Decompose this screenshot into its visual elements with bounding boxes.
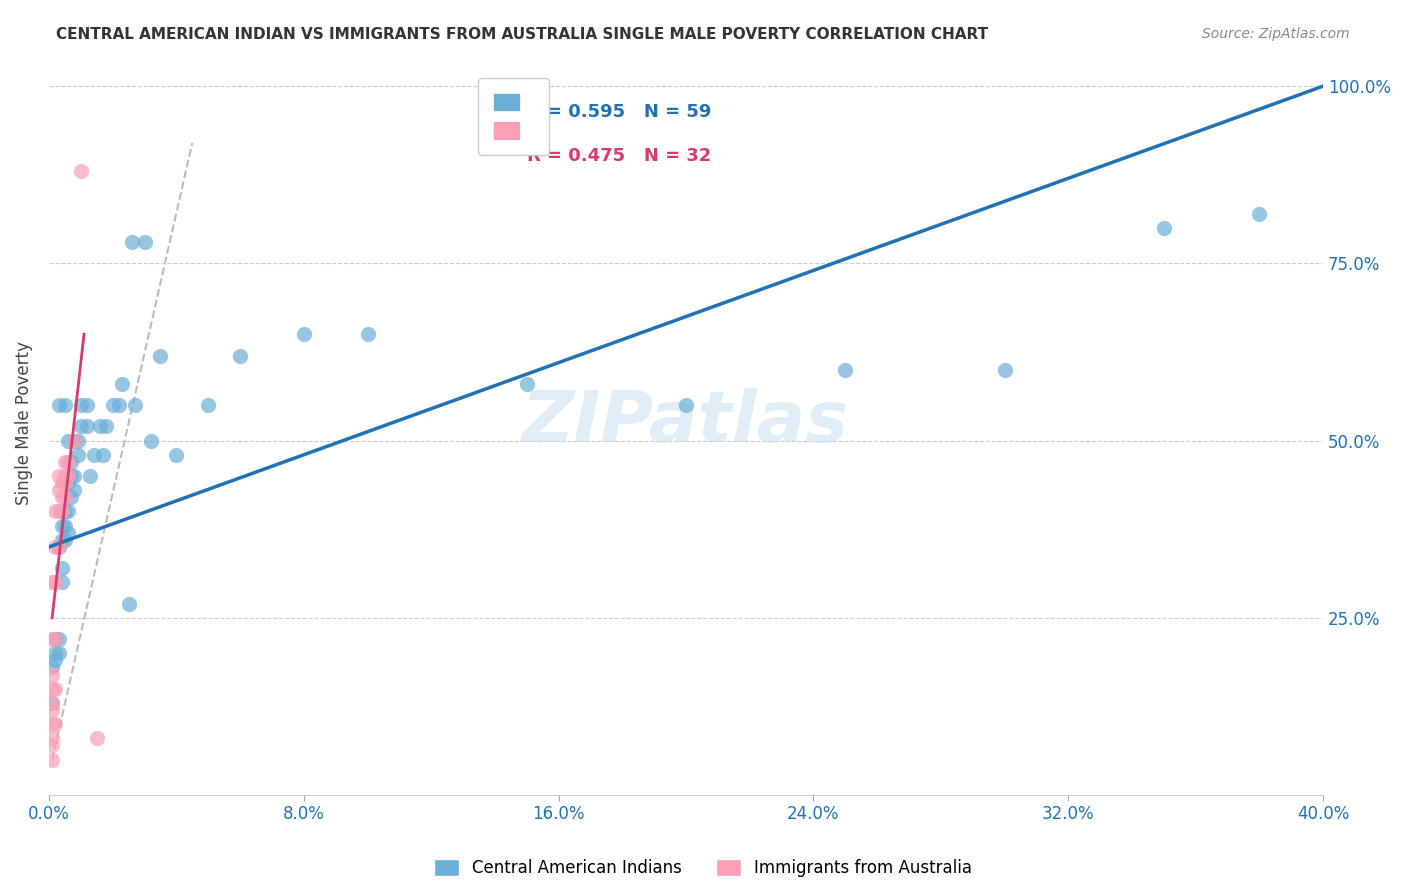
Text: R = 0.595   N = 59: R = 0.595 N = 59 [527, 103, 711, 120]
Point [53, 491, 76, 505]
Point [63, 434, 86, 448]
Point [48, 646, 70, 660]
Point [516, 376, 538, 391]
Point [60, 455, 83, 469]
Point [229, 349, 252, 363]
Point [48, 469, 70, 483]
Point [44, 681, 66, 696]
Point [356, 327, 378, 342]
Point [63, 434, 86, 448]
Point [44, 632, 66, 646]
Point [48, 398, 70, 412]
Point [79, 469, 101, 483]
Point [111, 376, 134, 391]
Point [48, 540, 70, 554]
Point [83, 448, 105, 462]
Point [91, 448, 114, 462]
Point [56, 504, 79, 518]
Point [101, 398, 124, 412]
Point [60, 491, 83, 505]
Point [51, 518, 73, 533]
Point [56, 455, 79, 469]
Point [51, 575, 73, 590]
Point [1249, 207, 1271, 221]
Point [53, 533, 76, 547]
Point [134, 235, 156, 249]
Text: R = 0.475   N = 32: R = 0.475 N = 32 [527, 147, 711, 165]
Point [69, 419, 91, 434]
Point [53, 455, 76, 469]
Point [117, 597, 139, 611]
Point [139, 434, 162, 448]
Point [53, 476, 76, 491]
Point [41, 681, 63, 696]
Point [292, 327, 315, 342]
Point [108, 398, 131, 412]
Point [44, 632, 66, 646]
Point [56, 476, 79, 491]
Point [41, 703, 63, 717]
Point [675, 398, 697, 412]
Point [994, 362, 1017, 376]
Point [48, 632, 70, 646]
Point [51, 561, 73, 575]
Point [76, 398, 98, 412]
Point [63, 469, 86, 483]
Point [1153, 221, 1175, 235]
Point [41, 575, 63, 590]
Point [66, 448, 89, 462]
Point [48, 540, 70, 554]
Point [51, 504, 73, 518]
Point [44, 540, 66, 554]
Point [66, 434, 89, 448]
Text: ZIPatlas: ZIPatlas [523, 388, 849, 458]
Point [48, 504, 70, 518]
Point [56, 469, 79, 483]
Point [53, 518, 76, 533]
Point [96, 419, 118, 434]
Point [51, 504, 73, 518]
Point [121, 235, 143, 249]
Point [834, 362, 856, 376]
Point [41, 667, 63, 681]
Point [41, 739, 63, 753]
Point [149, 349, 172, 363]
Y-axis label: Single Male Poverty: Single Male Poverty [15, 341, 32, 505]
Point [44, 575, 66, 590]
Point [41, 731, 63, 746]
Point [56, 525, 79, 540]
Point [165, 448, 187, 462]
Text: Source: ZipAtlas.com: Source: ZipAtlas.com [1202, 27, 1350, 41]
Point [124, 398, 146, 412]
Point [69, 164, 91, 178]
Point [56, 434, 79, 448]
Text: CENTRAL AMERICAN INDIAN VS IMMIGRANTS FROM AUSTRALIA SINGLE MALE POVERTY CORRELA: CENTRAL AMERICAN INDIAN VS IMMIGRANTS FR… [56, 27, 988, 42]
Point [53, 398, 76, 412]
Point [44, 504, 66, 518]
Point [44, 653, 66, 667]
Point [69, 398, 91, 412]
Point [89, 419, 111, 434]
Point [76, 419, 98, 434]
Point [48, 483, 70, 498]
Point [51, 476, 73, 491]
Point [44, 646, 66, 660]
Point [53, 504, 76, 518]
Point [51, 533, 73, 547]
Point [41, 632, 63, 646]
Point [41, 753, 63, 767]
Point [44, 717, 66, 731]
Point [60, 469, 83, 483]
Point [41, 660, 63, 674]
Point [197, 398, 219, 412]
Legend: , : , [478, 78, 548, 155]
Point [51, 491, 73, 505]
Point [41, 696, 63, 710]
Point [41, 717, 63, 731]
Point [63, 483, 86, 498]
Point [53, 469, 76, 483]
Point [41, 696, 63, 710]
Legend: Central American Indians, Immigrants from Australia: Central American Indians, Immigrants fro… [427, 852, 979, 884]
Point [86, 731, 108, 746]
